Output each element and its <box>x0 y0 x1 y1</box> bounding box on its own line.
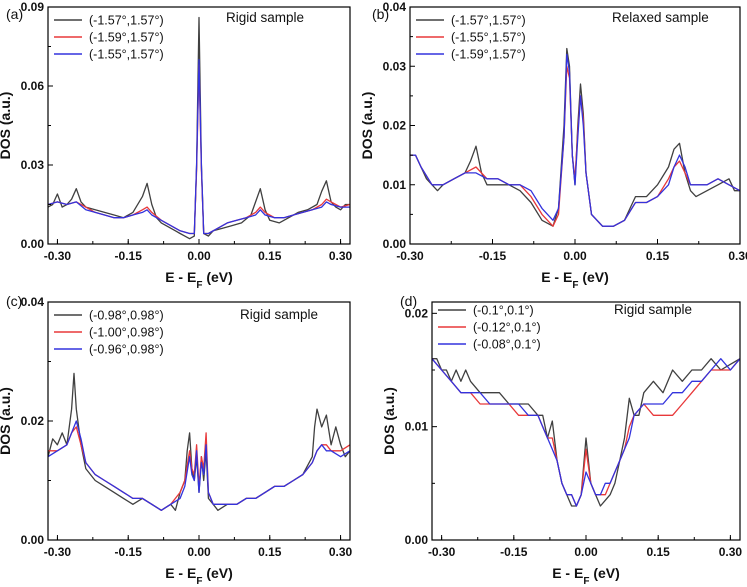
x-axis-label-main: E - E <box>165 565 196 581</box>
y-tick-label: 0.02 <box>383 119 407 133</box>
x-axis-label-main: E - E <box>541 269 572 285</box>
legend-entry: (-1.55°,1.57°) <box>451 31 526 45</box>
sample-annotation: Rigid sample <box>240 307 318 322</box>
y-tick-label: 0.04 <box>21 295 45 309</box>
legend-entry: (-1.00°,0.98°) <box>89 326 164 340</box>
y-tick-label: 0.00 <box>383 237 407 251</box>
x-axis-label-sub: F <box>196 576 202 587</box>
x-axis-label: E - EF (eV) <box>165 565 233 587</box>
x-tick-label: -0.15 <box>115 249 143 263</box>
legend-entry: (-0.08°,0.1°) <box>473 338 541 352</box>
y-tick-label: 0.00 <box>21 533 45 547</box>
panel-label: (b) <box>372 6 389 22</box>
y-axis-label: DOS (a.u.) <box>0 387 13 455</box>
series-line-3 <box>48 59 350 235</box>
sample-annotation: Relaxed sample <box>612 10 709 25</box>
y-tick-label: 0.00 <box>405 533 429 547</box>
x-axis-label-main: E - E <box>165 269 196 285</box>
sample-annotation: Rigid sample <box>226 10 304 25</box>
x-axis-label-unit: (eV) <box>578 269 608 285</box>
series-line-3 <box>432 358 740 507</box>
x-axis-label-unit: (eV) <box>202 565 232 581</box>
y-axis-label: DOS (a.u.) <box>359 92 375 160</box>
x-tick-label: 0.30 <box>329 249 353 263</box>
panel-label: (a) <box>6 6 23 22</box>
chart-panel-b: -0.30 -0.15 0.00 0.15 0.30 0.00 0.01 0.02 0.03 0.… <box>359 0 747 291</box>
legend-entry: (-0.98°,0.98°) <box>89 309 164 323</box>
legend-entry: (-0.96°,0.98°) <box>89 343 164 357</box>
x-tick-label: 0.15 <box>646 249 670 263</box>
x-axis-label-sub: F <box>196 280 202 291</box>
y-tick-label: 0.01 <box>405 420 429 434</box>
x-tick-label: 0.00 <box>187 249 211 263</box>
chart-panel-c: -0.30 -0.15 0.00 0.15 0.30 0.00 0.02 0.04 DOS (a… <box>0 293 353 587</box>
y-tick-label: 0.06 <box>21 79 45 93</box>
x-tick-label: -0.30 <box>396 249 424 263</box>
x-tick-label: -0.15 <box>479 249 507 263</box>
legend-entry: (-1.55°,1.57°) <box>89 48 164 62</box>
x-axis-label-sub: F <box>572 280 578 291</box>
y-tick-label: 0.00 <box>21 237 45 251</box>
x-tick-label: -0.15 <box>115 545 143 559</box>
series-line-2 <box>48 64 350 235</box>
y-axis-label: DOS (a.u.) <box>0 92 13 160</box>
x-tick-label: -0.30 <box>44 249 72 263</box>
panel-label: (c) <box>6 293 22 309</box>
chart-panel-a: -0.30 -0.15 0.00 0.15 0.30 0.00 0.03 0.06 0.09 DO… <box>0 0 353 291</box>
x-tick-label: 0.00 <box>574 545 598 559</box>
legend-entry: (-0.12°,0.1°) <box>473 321 541 335</box>
panel-label: (d) <box>400 293 417 309</box>
sample-annotation: Rigid sample <box>614 302 692 317</box>
y-tick-label: 0.09 <box>21 0 45 14</box>
legend-entry: (-0.1°,0.1°) <box>473 304 534 318</box>
x-tick-label: 0.15 <box>647 545 671 559</box>
x-tick-label: 0.00 <box>187 545 211 559</box>
x-tick-label: 0.15 <box>258 249 282 263</box>
chart-panel-d: -0.30 -0.15 0.00 0.15 0.30 0.00 0.01 0.02 DOS (a… <box>381 293 742 587</box>
y-tick-label: 0.01 <box>383 178 407 192</box>
y-axis-label: DOS (a.u.) <box>381 387 397 455</box>
series-line-3 <box>48 420 350 511</box>
x-axis-label: E - EF (eV) <box>552 565 620 587</box>
y-tick-label: 0.02 <box>405 306 429 320</box>
legend-entry: (-1.59°,1.57°) <box>451 48 526 62</box>
y-tick-label: 0.04 <box>383 0 407 14</box>
x-axis-label-unit: (eV) <box>202 269 232 285</box>
legend-entry: (-1.57°,1.57°) <box>89 14 164 28</box>
series-line-3 <box>410 53 740 227</box>
legend-entry: (-1.57°,1.57°) <box>451 14 526 28</box>
x-axis-label-sub: F <box>583 576 589 587</box>
x-tick-label: 0.00 <box>563 249 587 263</box>
x-axis-label: E - EF (eV) <box>541 269 609 291</box>
x-tick-label: 0.30 <box>728 249 747 263</box>
x-tick-label: 0.15 <box>258 545 282 559</box>
series-line-2 <box>410 65 740 227</box>
series-line-2 <box>48 426 350 511</box>
x-tick-label: -0.30 <box>44 545 72 559</box>
legend-entry: (-1.59°,1.57°) <box>89 31 164 45</box>
x-axis-label-unit: (eV) <box>589 565 619 581</box>
x-axis-label-main: E - E <box>552 565 583 581</box>
series-line-1 <box>410 47 740 227</box>
y-tick-label: 0.03 <box>21 158 45 172</box>
x-tick-label: 0.30 <box>719 545 743 559</box>
y-tick-label: 0.03 <box>383 59 407 73</box>
x-axis-label: E - EF (eV) <box>165 269 233 291</box>
x-tick-label: -0.15 <box>500 545 528 559</box>
x-tick-label: -0.30 <box>428 545 456 559</box>
y-tick-label: 0.02 <box>21 414 45 428</box>
x-tick-label: 0.30 <box>329 545 353 559</box>
